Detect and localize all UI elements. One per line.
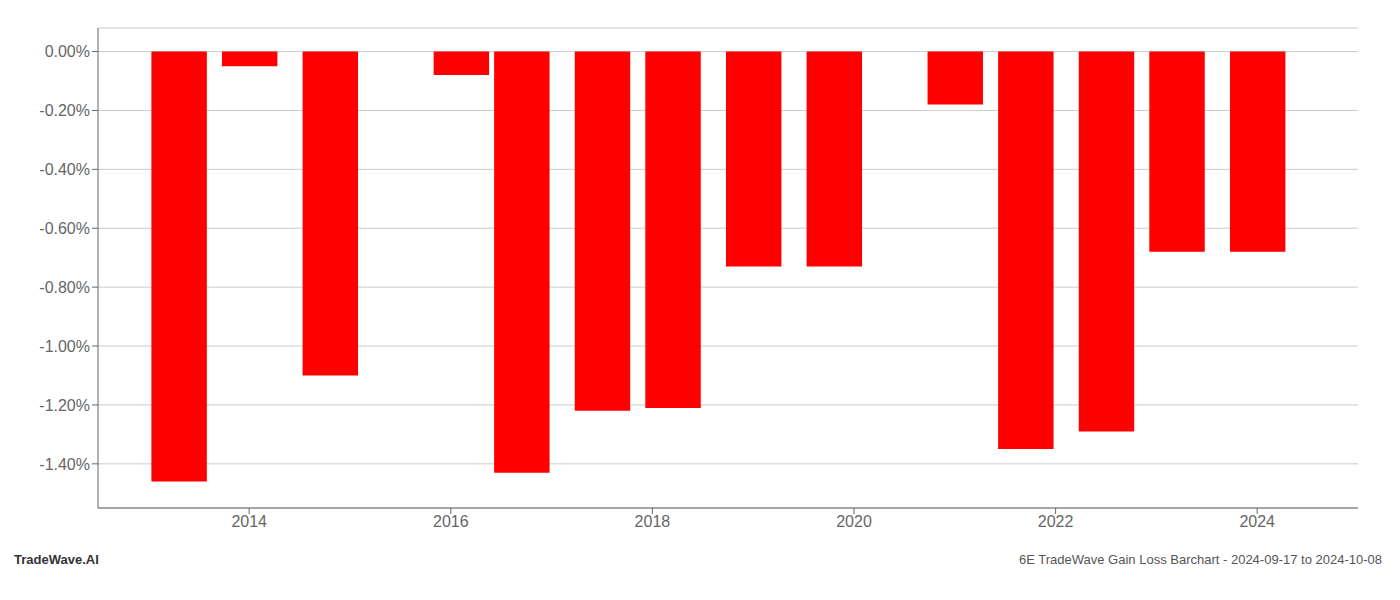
svg-text:2016: 2016 <box>433 513 469 530</box>
svg-text:-1.40%: -1.40% <box>39 456 90 473</box>
svg-text:2014: 2014 <box>231 513 267 530</box>
svg-text:2018: 2018 <box>635 513 671 530</box>
svg-text:-1.20%: -1.20% <box>39 397 90 414</box>
svg-text:-1.00%: -1.00% <box>39 338 90 355</box>
svg-text:-0.60%: -0.60% <box>39 220 90 237</box>
html-text:6E TradeWave Gain Loss Barchar: 6E TradeWave Gain Loss Barchart - 2024-0… <box>1019 552 1382 567</box>
svg-text:0.00%: 0.00% <box>45 43 90 60</box>
html-text:TradeWave.AI: TradeWave.AI <box>14 552 99 567</box>
svg-text:2020: 2020 <box>836 513 872 530</box>
svg-text:-0.40%: -0.40% <box>39 161 90 178</box>
svg-text:2022: 2022 <box>1038 513 1074 530</box>
svg-text:-0.80%: -0.80% <box>39 279 90 296</box>
svg-text:2024: 2024 <box>1239 513 1275 530</box>
svg-text:-0.20%: -0.20% <box>39 102 90 119</box>
